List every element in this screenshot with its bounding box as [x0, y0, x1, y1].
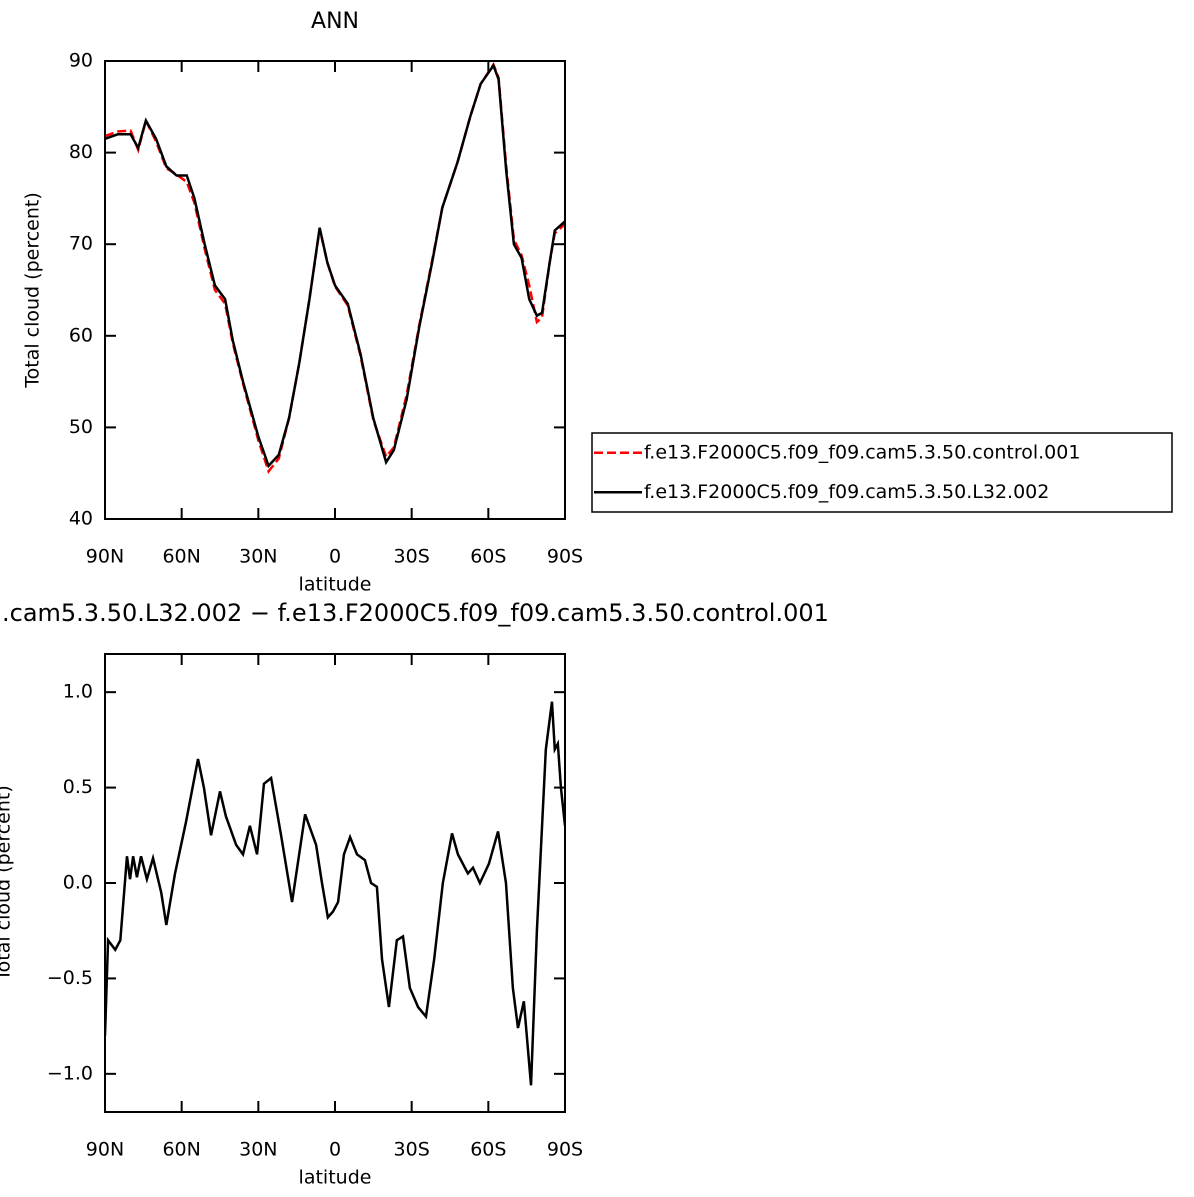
- x-tick-label: 0: [329, 1139, 341, 1161]
- x-tick-label: 30N: [239, 1139, 277, 1161]
- x-axis-label: latitude: [299, 574, 372, 596]
- plot-frame: [104, 60, 566, 520]
- series-line: [105, 62, 565, 469]
- legend-label: f.e13.F2000C5.f09_f09.cam5.3.50.control.…: [644, 441, 1080, 463]
- y-tick-label: 50: [69, 416, 93, 438]
- legend-label: f.e13.F2000C5.f09_f09.cam5.3.50.L32.002: [644, 481, 1049, 503]
- series-line: [105, 61, 565, 474]
- y-tick-label: 0.5: [63, 776, 93, 798]
- y-tick-label: 80: [69, 141, 93, 163]
- x-tick-label: 90S: [547, 546, 583, 568]
- chart-title: ANN: [311, 9, 359, 34]
- x-tick-label: 90N: [86, 546, 124, 568]
- y-tick-label: 70: [69, 233, 93, 255]
- y-tick-label: 60: [69, 324, 93, 346]
- chart-title: .cam5.3.50.L32.002 − f.e13.F2000C5.f09_f…: [2, 599, 829, 627]
- x-tick-label: 30S: [394, 1139, 430, 1161]
- y-axis-label: Total cloud (percent): [0, 785, 15, 982]
- x-tick-label: 90N: [86, 1139, 124, 1161]
- y-tick-label: −1.0: [47, 1062, 93, 1084]
- x-tick-label: 90S: [547, 1139, 583, 1161]
- x-tick-label: 60N: [162, 546, 200, 568]
- x-tick-label: 30N: [239, 546, 277, 568]
- legend-box: [591, 432, 1173, 513]
- plot-frame: [104, 653, 566, 1113]
- x-tick-label: 30S: [394, 546, 430, 568]
- x-tick-label: 60S: [470, 1139, 506, 1161]
- y-tick-label: 40: [69, 508, 93, 530]
- y-tick-label: −0.5: [47, 967, 93, 989]
- x-tick-label: 60N: [162, 1139, 200, 1161]
- series-line: [105, 701, 565, 1086]
- y-tick-label: 0.0: [63, 872, 93, 894]
- x-tick-label: 60S: [470, 546, 506, 568]
- y-tick-label: 1.0: [63, 681, 93, 703]
- y-tick-label: 90: [69, 50, 93, 72]
- y-axis-label: Total cloud (percent): [22, 192, 44, 389]
- x-tick-label: 0: [329, 546, 341, 568]
- x-axis-label: latitude: [299, 1167, 372, 1189]
